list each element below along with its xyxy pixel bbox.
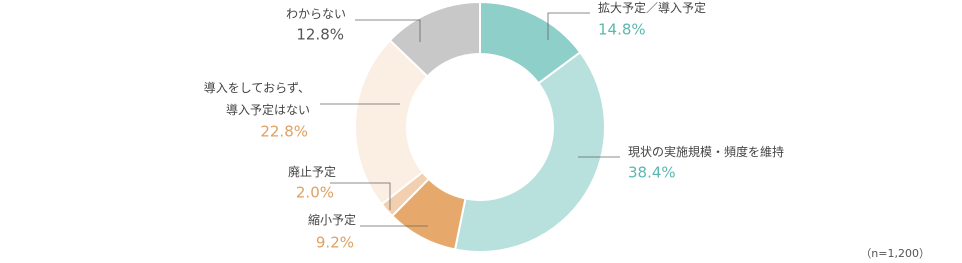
value-label: 9.2% — [316, 234, 354, 252]
segment-label: 導入をしておらず、導入予定はない — [204, 81, 310, 117]
segment-label: わからない — [286, 7, 346, 21]
value-label: 38.4% — [628, 164, 676, 182]
value-label: 14.8% — [598, 21, 646, 39]
leader-line — [547, 12, 590, 40]
segment-label: 縮小予定 — [308, 212, 356, 227]
segment-label: 拡大予定／導入予定 — [598, 0, 706, 15]
donut-segment — [388, 0, 481, 78]
donut-segment — [354, 38, 429, 206]
value-label: 2.0% — [296, 184, 334, 202]
value-label: 22.8% — [260, 123, 308, 141]
donut-segment — [453, 50, 606, 253]
leader-line — [355, 19, 421, 42]
segment-label: 現状の実施規模・頻度を維持 — [628, 144, 784, 159]
value-label: 12.8% — [296, 26, 344, 44]
segment-label: 廃止予定 — [288, 164, 336, 179]
leader-line — [330, 182, 391, 210]
sample-note: （n=1,200） — [860, 247, 930, 260]
